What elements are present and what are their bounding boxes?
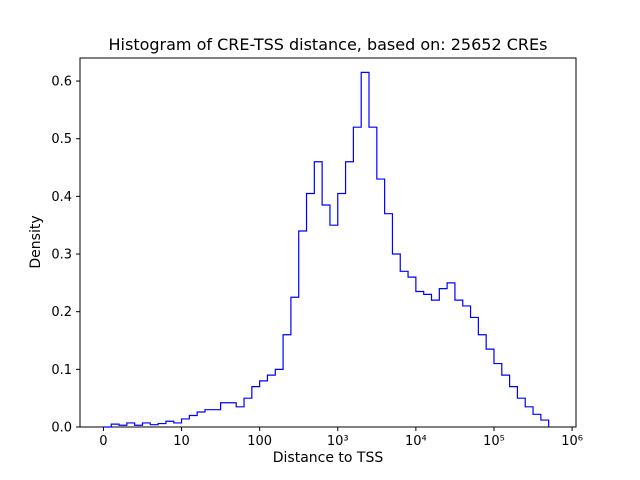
chart-title: Histogram of CRE-TSS distance, based on:… xyxy=(108,35,548,54)
x-tick-label: 10⁵ xyxy=(483,434,505,449)
y-tick-label: 0.4 xyxy=(51,190,72,205)
axes-box xyxy=(79,57,577,428)
x-tick-label: 100 xyxy=(247,434,272,449)
x-tick-label: 10⁴ xyxy=(405,434,427,449)
x-tick-label: 0 xyxy=(99,434,107,449)
x-tick-label: 10⁶ xyxy=(561,434,583,449)
y-tick-label: 0.3 xyxy=(51,248,72,263)
y-tick-label: 0.2 xyxy=(51,305,72,320)
histogram-step-line xyxy=(103,71,550,428)
x-axis-label: Distance to TSS xyxy=(272,450,384,466)
x-tick-label: 10³ xyxy=(327,434,349,449)
x-tick-label: 10 xyxy=(173,434,190,449)
y-axis-label: Density xyxy=(28,215,44,269)
y-tick-label: 0.0 xyxy=(51,421,72,436)
y-tick-label: 0.1 xyxy=(51,363,72,378)
y-tick-label: 0.6 xyxy=(51,75,72,90)
y-tick-label: 0.5 xyxy=(51,132,72,147)
